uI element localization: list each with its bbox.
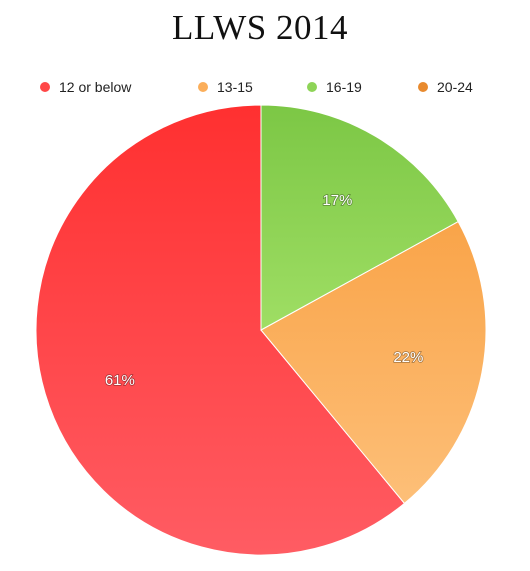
pie-slices <box>35 104 487 556</box>
slice-value-label: 61% <box>105 372 135 389</box>
legend-swatch <box>198 82 208 92</box>
legend-swatch <box>40 82 50 92</box>
legend-label: 20-24 <box>437 79 473 95</box>
pie-labels: 61% 22% 17% <box>104 191 424 389</box>
chart-title: LLWS 2014 <box>172 8 348 47</box>
legend-label: 16-19 <box>326 79 362 95</box>
legend-item-20-24[interactable]: 20-24 <box>418 77 473 97</box>
pie-slice-12-or-below[interactable] <box>35 104 406 556</box>
legend-swatch <box>307 82 317 92</box>
legend-item-12-or-below[interactable]: 12 or below <box>40 77 131 97</box>
legend: 12 or below 13-15 16-19 20-24 <box>40 77 500 97</box>
pie-slice-16-19[interactable] <box>260 104 459 331</box>
slice-value-label: 22% <box>393 349 423 366</box>
legend-label: 13-15 <box>217 79 253 95</box>
legend-label: 12 or below <box>59 79 132 95</box>
legend-item-13-15[interactable]: 13-15 <box>198 77 253 97</box>
slice-value-label: 17% <box>322 192 352 209</box>
legend-item-16-19[interactable]: 16-19 <box>307 77 362 97</box>
pie-slice-13-15[interactable] <box>260 220 487 505</box>
legend-swatch <box>418 82 428 92</box>
